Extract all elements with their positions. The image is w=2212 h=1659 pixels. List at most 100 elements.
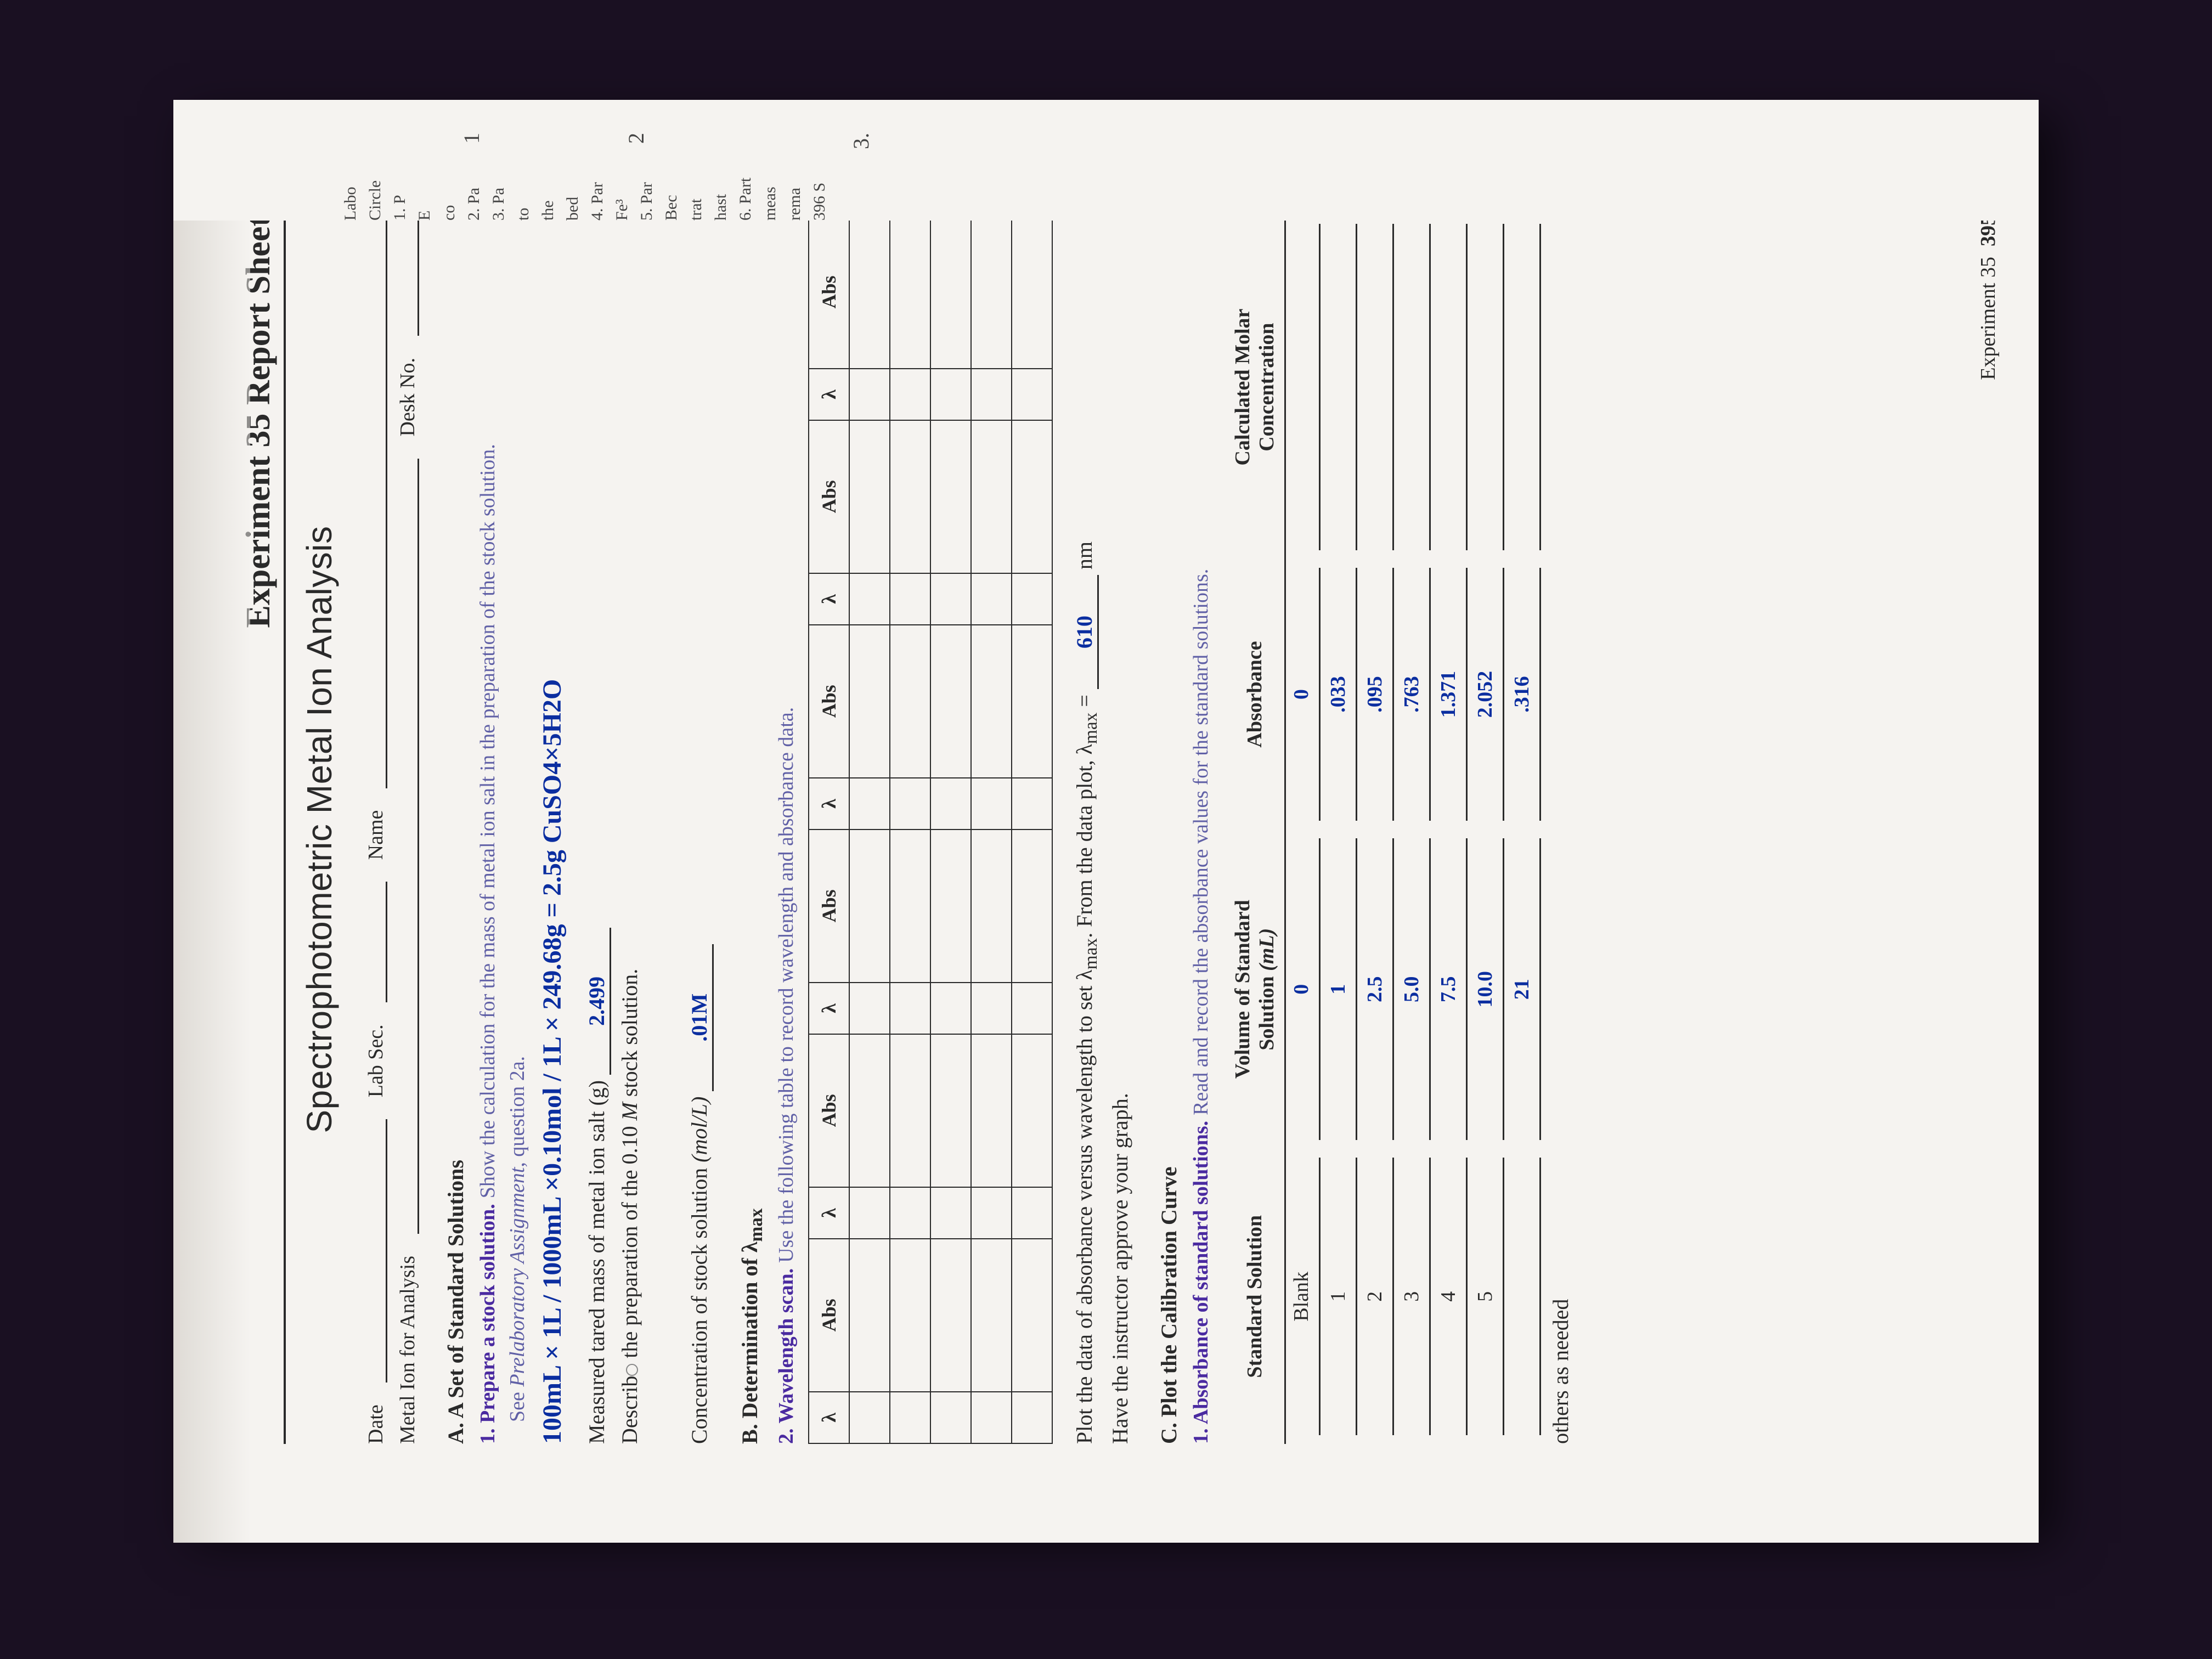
- B-lambda-value[interactable]: 610: [1071, 575, 1099, 689]
- std-abs: 1.371: [1435, 568, 1468, 821]
- scan-row[interactable]: [1012, 216, 1052, 1443]
- std-abs: .095: [1362, 568, 1394, 821]
- A-1: 1. Prepare a stock solution. Show the ca…: [474, 215, 500, 1444]
- scan-row[interactable]: [930, 216, 971, 1443]
- std-abs: 2.052: [1472, 568, 1504, 821]
- B-2-rest: Use the following table to record wavele…: [775, 707, 798, 1263]
- std-row[interactable]: 4 7.5 1.371: [1433, 215, 1470, 1444]
- row-metal-desk: Metal Ion for Analysis Desk No.: [396, 215, 420, 1444]
- report-header: Experiment 35 Report Sheet: [239, 215, 286, 1444]
- label-desk: Desk No.: [396, 358, 420, 437]
- section-B: B. Determination of λmax 2. Wavelength s…: [737, 215, 1133, 1444]
- B-heading: B. Determination of λmax: [737, 215, 767, 1444]
- A-conc-value[interactable]: .01M: [686, 944, 714, 1091]
- A-1-rest: Show the calculation for the mass of met…: [476, 444, 499, 1198]
- std-label: 3: [1398, 1158, 1431, 1435]
- report-sheet: Experiment 35 Report Sheet Spectrophotom…: [173, 116, 2039, 1543]
- std-abs: .763: [1398, 568, 1431, 821]
- std-conc: [1398, 224, 1431, 550]
- section-C: C. Plot the Calibration Curve 1. Absorba…: [1156, 215, 1573, 1444]
- scan-h-4: λ: [809, 983, 849, 1034]
- std-conc: [1362, 224, 1394, 550]
- scan-h-6: λ: [809, 778, 849, 830]
- std-row[interactable]: 35.0.763: [1396, 215, 1433, 1444]
- scan-h-1: Abs: [809, 1239, 849, 1392]
- std-abs: .316: [1509, 568, 1541, 821]
- row-date-name: Date Lab Sec. Name: [364, 215, 388, 1444]
- A-describe: Describ the preparation of the 0.10 M st…: [617, 215, 642, 1444]
- scan-h-9: Abs: [809, 420, 849, 573]
- scan-h-0: λ: [809, 1392, 849, 1443]
- std-conc: [1288, 224, 1321, 550]
- blank-labsec[interactable]: [364, 882, 387, 1002]
- report-title: Spectrophotometric Metal Ion Analysis: [299, 215, 340, 1444]
- std-label: [1509, 1158, 1541, 1435]
- std-conc: [1435, 224, 1468, 550]
- B-plot-line: Plot the data of absorbance versus wavel…: [1071, 215, 1102, 1444]
- std-h2: Absorbance: [1225, 559, 1285, 830]
- scan-h-11: Abs: [809, 216, 849, 369]
- section-A: A. A Set of Standard Solutions 1. Prepar…: [443, 215, 714, 1444]
- std-label: 5: [1472, 1158, 1504, 1435]
- std-vol: 21: [1509, 838, 1541, 1140]
- scan-h-7: Abs: [809, 625, 849, 778]
- blank-metal[interactable]: [396, 459, 419, 1234]
- wavelength-table: λ Abs λ Abs λ Abs λ Abs λ Abs λ Abs: [808, 215, 1053, 1444]
- A-conc-row: Concentration of stock solution (mol/L) …: [686, 215, 714, 1444]
- std-row[interactable]: 11.033: [1323, 215, 1359, 1444]
- B-plot-unit: nm: [1072, 541, 1097, 569]
- std-abs: 0: [1288, 568, 1321, 821]
- std-vol: 2.5: [1362, 838, 1394, 1140]
- label-metal: Metal Ion for Analysis: [396, 1256, 420, 1444]
- C-1: 1. Absorbance of standard solutions. Rea…: [1187, 215, 1213, 1444]
- scan-h-5: Abs: [809, 830, 849, 983]
- A-conc-label: Concentration of stock solution (mol/L): [687, 1097, 712, 1444]
- std-h3: Calculated MolarConcentration: [1225, 215, 1285, 559]
- std-row[interactable]: Blank00: [1285, 215, 1323, 1444]
- blank-name[interactable]: [364, 215, 387, 788]
- B-2: 2. Wavelength scan. Use the following ta…: [772, 215, 798, 1444]
- label-name: Name: [364, 810, 388, 860]
- std-conc: [1509, 224, 1541, 550]
- scan-row[interactable]: [890, 216, 930, 1443]
- A-handwritten: 100mL × 1L / 1000mL ×0.10mol / 1L × 249.…: [537, 215, 567, 1444]
- std-label: 4: [1435, 1158, 1468, 1435]
- A-heading: A. A Set of Standard Solutions: [443, 215, 469, 1444]
- scan-h-3: Abs: [809, 1034, 849, 1187]
- standards-table: Standard Solution Volume of StandardSolu…: [1225, 215, 1543, 1444]
- report-header-text: Experiment 35 Report Sheet: [240, 215, 277, 628]
- std-vol: 7.5: [1435, 838, 1468, 1140]
- next-page-sliver: LaboCircle1. P E co2. Pa3. Pa to the bed…: [173, 100, 2039, 221]
- A-mass-value[interactable]: 2.499: [584, 928, 611, 1075]
- margin-num-3: 3.: [848, 133, 874, 149]
- rotated-page: Experiment 35 Report Sheet Spectrophotom…: [173, 116, 2039, 1543]
- blank-desk[interactable]: [396, 215, 419, 336]
- std-vol: 0: [1288, 838, 1321, 1140]
- scan-row[interactable]: [971, 216, 1012, 1443]
- B-approve: Have the instructor approve your graph.: [1107, 215, 1133, 1444]
- C-1-rest: Read and record the absorbance values fo…: [1189, 569, 1212, 1115]
- std-label: 2: [1362, 1158, 1394, 1435]
- scan-row[interactable]: [849, 216, 890, 1443]
- std-h0: Standard Solution: [1225, 1149, 1285, 1444]
- blank-date[interactable]: [364, 1119, 387, 1383]
- std-abs: .033: [1325, 568, 1357, 821]
- scan-h-10: λ: [809, 369, 849, 420]
- A-mass-label: Measured tared mass of metal ion salt (g…: [584, 1080, 609, 1444]
- B-plot-text: Plot the data of absorbance versus wavel…: [1072, 695, 1097, 1444]
- std-row[interactable]: 2 2.5 .095: [1359, 215, 1396, 1444]
- A-1-sub: See Prelaboratory Assignment, question 2…: [505, 215, 529, 1422]
- scan-header-row: λ Abs λ Abs λ Abs λ Abs λ Abs λ Abs: [809, 216, 849, 1443]
- margin-num-2: 2: [623, 133, 649, 144]
- C-1-lead: 1. Absorbance of standard solutions.: [1189, 1121, 1212, 1444]
- A-mass-row: Measured tared mass of metal ion salt (g…: [584, 215, 611, 1444]
- label-labsec: Lab Sec.: [364, 1024, 388, 1097]
- std-conc: [1325, 224, 1357, 550]
- scan-h-2: λ: [809, 1187, 849, 1239]
- margin-num-1: 1: [459, 133, 484, 144]
- std-vol: 10.0: [1472, 838, 1504, 1140]
- B-2-lead: 2. Wavelength scan.: [775, 1268, 798, 1444]
- std-row[interactable]: 5 10.0 2.052: [1470, 215, 1506, 1444]
- std-row[interactable]: 21 .316: [1506, 215, 1543, 1444]
- scan-h-8: λ: [809, 573, 849, 625]
